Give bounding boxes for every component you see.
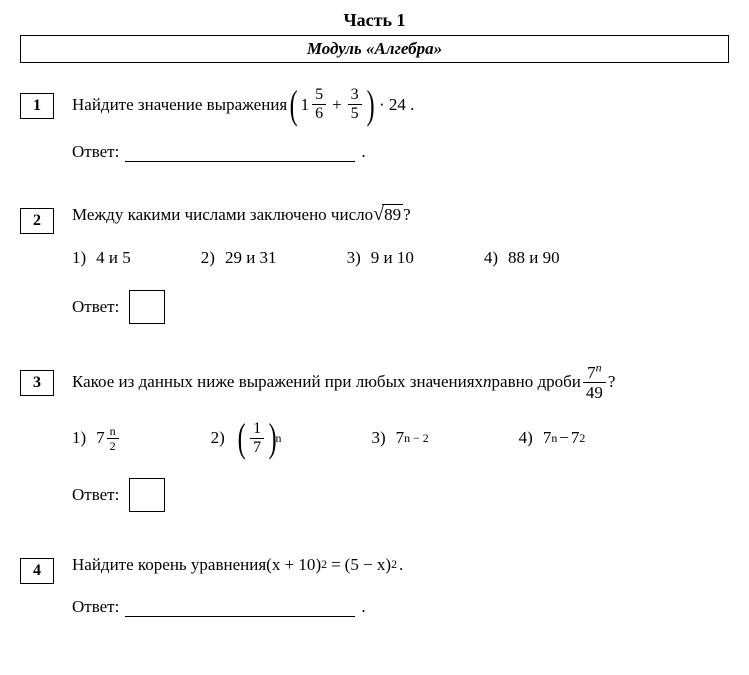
answer-label: Ответ: [72, 142, 119, 162]
option-text: 4 и 5 [96, 248, 131, 268]
answer-label: Ответ: [72, 597, 119, 617]
prompt-text: Найдите значение выражения [72, 92, 287, 118]
problem-number: 4 [20, 558, 54, 584]
option-num: 2) [211, 428, 225, 448]
option-text: 88 и 90 [508, 248, 560, 268]
option-num: 2) [201, 248, 215, 268]
problem-3: 3 Какое из данных ниже выражений при люб… [20, 364, 729, 522]
option-expr: 7n − 2 [396, 428, 429, 448]
problem-prompt: Найдите значение выражения ( 1 5 6 + 3 5… [72, 87, 729, 122]
problem-prompt: Между какими числами заключено число √ 8… [72, 202, 729, 228]
option-num: 1) [72, 248, 86, 268]
option-expr: 7n − 72 [543, 428, 586, 448]
plus: + [332, 92, 342, 118]
prompt-text: Между какими числами заключено число [72, 202, 373, 228]
option-3: 3) 7n − 2 [371, 428, 428, 448]
problem-4: 4 Найдите корень уравнения (x + 10)2 = (… [20, 552, 729, 628]
answer-row: Ответ: . [72, 142, 729, 162]
frac-num: 3 [348, 87, 362, 104]
frac-den: 6 [312, 104, 326, 122]
options-row: 1) 4 и 5 2) 29 и 31 3) 9 и 10 4) 88 и 90 [72, 248, 729, 268]
lparen-icon: ( [290, 89, 298, 121]
problem-number: 3 [20, 370, 54, 396]
option-2: 2) ( 1 7 ) n [211, 421, 282, 456]
frac-den: 5 [348, 104, 362, 122]
option-expr: 7 n 2 [96, 425, 121, 452]
option-num: 1) [72, 428, 86, 448]
frac-num: 5 [312, 87, 326, 104]
option-1: 1) 4 и 5 [72, 248, 131, 268]
option-4: 4) 7n − 72 [519, 428, 586, 448]
option-text: 29 и 31 [225, 248, 277, 268]
option-text: 9 и 10 [371, 248, 414, 268]
problem-1: 1 Найдите значение выражения ( 1 5 6 + 3… [20, 87, 729, 172]
answer-row: Ответ: . [72, 597, 729, 617]
option-num: 3) [347, 248, 361, 268]
prompt-post: ? [608, 369, 616, 395]
var-n: n [483, 369, 492, 395]
rparen-icon: ) [366, 89, 374, 121]
frac-den: 49 [583, 382, 606, 401]
prompt-post: ? [403, 202, 411, 228]
mixed-whole: 1 [301, 92, 310, 118]
answer-box[interactable] [129, 478, 165, 512]
answer-blank[interactable] [125, 144, 355, 162]
option-2: 2) 29 и 31 [201, 248, 277, 268]
answer-row: Ответ: [72, 478, 729, 512]
problem-2: 2 Между какими числами заключено число √… [20, 202, 729, 334]
tail: · 24 . [379, 92, 414, 118]
problem-prompt: Найдите корень уравнения (x + 10)2 = (5 … [72, 552, 729, 578]
option-expr: ( 1 7 ) n [235, 421, 282, 456]
problem-prompt: Какое из данных ниже выражений при любых… [72, 364, 729, 401]
answer-label: Ответ: [72, 485, 119, 505]
module-title: Модуль «Алгебра» [20, 35, 729, 63]
problem-number: 1 [20, 93, 54, 119]
prompt-mid: равно дроби [492, 369, 581, 395]
prompt-text: Найдите корень уравнения [72, 552, 266, 578]
option-num: 4) [519, 428, 533, 448]
period: . [361, 597, 365, 617]
option-3: 3) 9 и 10 [347, 248, 414, 268]
answer-label: Ответ: [72, 297, 119, 317]
frac-num: 7n [584, 364, 604, 382]
option-1: 1) 7 n 2 [72, 425, 121, 452]
option-4: 4) 88 и 90 [484, 248, 560, 268]
period: . [361, 142, 365, 162]
options-row: 1) 7 n 2 2) ( 1 7 [72, 421, 729, 456]
answer-blank[interactable] [125, 599, 355, 617]
problem-number: 2 [20, 208, 54, 234]
part-title: Часть 1 [20, 10, 729, 31]
prompt-text: Какое из данных ниже выражений при любых… [72, 369, 483, 395]
radicand: 89 [382, 204, 403, 225]
option-num: 4) [484, 248, 498, 268]
answer-row: Ответ: [72, 290, 729, 324]
answer-box[interactable] [129, 290, 165, 324]
option-num: 3) [371, 428, 385, 448]
